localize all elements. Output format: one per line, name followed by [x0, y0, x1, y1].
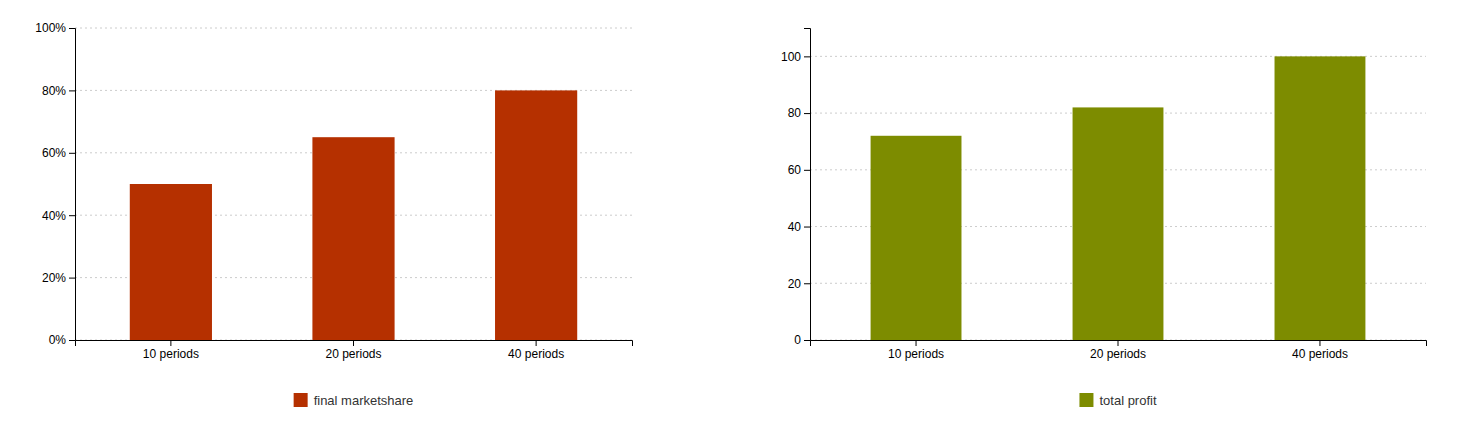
tick-label: 40 periods [1292, 347, 1348, 361]
axis-line [69, 29, 76, 341]
tick-label: 60 [788, 163, 802, 177]
y-tick: 20% [42, 271, 75, 285]
chart-panel: 10 periods 20 periods 40 periods 0 20 40 60 80 1… [781, 29, 1427, 408]
x-tick: 10 periods [143, 340, 199, 361]
legend-item: final marketshare [294, 393, 414, 408]
tick-label: 20 periods [325, 347, 381, 361]
tick-label: 0 [794, 333, 801, 347]
tick-label: 0% [49, 333, 67, 347]
y-axis: 0 20 40 60 80 100 [781, 29, 811, 348]
tick-mark [69, 28, 75, 29]
legend: total profit [1079, 393, 1156, 408]
legend-item: total profit [1079, 393, 1156, 408]
y-tick: 40 [788, 220, 810, 234]
tick-mark [804, 340, 810, 341]
bar [871, 136, 962, 340]
tick-label: 40 [788, 220, 802, 234]
tick-mark [804, 170, 810, 171]
tick-mark [804, 283, 810, 284]
chart-canvas: 10 periods 20 periods 40 periods 0% 20% 40% 60… [0, 0, 1470, 437]
tick-label: 10 periods [888, 347, 944, 361]
y-tick: 0 [794, 333, 810, 347]
tick-mark [1118, 340, 1119, 346]
legend-swatch [1079, 393, 1093, 407]
y-tick: 40% [42, 209, 75, 223]
x-axis: 10 periods 20 periods 40 periods [76, 340, 633, 361]
y-tick: 0% [49, 333, 75, 347]
tick-label: 10 periods [143, 347, 199, 361]
tick-label: 100% [35, 21, 66, 35]
tick-mark [69, 215, 75, 216]
tick-mark [69, 340, 75, 341]
x-tick: 40 periods [1292, 340, 1348, 361]
bar [312, 137, 394, 340]
tick-label: 40% [42, 209, 66, 223]
y-tick: 100 [781, 50, 810, 64]
y-tick: 100% [35, 21, 75, 35]
axis-line [76, 341, 633, 347]
axis-line [804, 29, 811, 341]
tick-mark [170, 340, 171, 346]
y-tick: 20 [788, 277, 810, 291]
tick-label: 40 periods [508, 347, 564, 361]
x-tick: 20 periods [1090, 340, 1146, 361]
y-tick: 80% [42, 84, 75, 98]
plot-area [130, 90, 577, 340]
grid-line [75, 28, 632, 29]
tick-mark [804, 227, 810, 228]
tick-label: 20 [788, 277, 802, 291]
legend-swatch [294, 393, 308, 407]
y-tick: 60% [42, 146, 75, 160]
grid [75, 28, 632, 340]
y-tick: 60 [788, 163, 810, 177]
bar [130, 184, 212, 340]
tick-mark [1319, 340, 1320, 346]
tick-mark [69, 278, 75, 279]
x-axis: 10 periods 20 periods 40 periods [811, 340, 1427, 361]
legend-label: total profit [1099, 393, 1156, 408]
axis-line [811, 341, 1427, 347]
tick-label: 20 periods [1090, 347, 1146, 361]
x-tick: 20 periods [325, 340, 381, 361]
plot-area [871, 56, 1366, 340]
tick-mark [804, 113, 810, 114]
tick-mark [536, 340, 537, 346]
tick-mark [916, 340, 917, 346]
bar [1275, 56, 1366, 340]
bar [1073, 107, 1164, 340]
x-tick: 10 periods [888, 340, 944, 361]
tick-mark [69, 90, 75, 91]
tick-mark [353, 340, 354, 346]
tick-label: 80% [42, 84, 66, 98]
grid [810, 56, 1426, 340]
tick-mark [69, 153, 75, 154]
tick-label: 60% [42, 146, 66, 160]
legend: final marketshare [294, 393, 414, 408]
y-tick: 80 [788, 106, 810, 120]
tick-label: 80 [788, 106, 802, 120]
x-tick: 40 periods [508, 340, 564, 361]
tick-mark [804, 56, 810, 57]
tick-label: 20% [42, 271, 66, 285]
legend-label: final marketshare [314, 393, 414, 408]
chart-panel: 10 periods 20 periods 40 periods 0% 20% 40% 60… [35, 21, 632, 407]
bar [495, 90, 577, 340]
tick-label: 100 [781, 50, 801, 64]
y-axis: 0% 20% 40% 60% 80% 100% [35, 21, 75, 347]
